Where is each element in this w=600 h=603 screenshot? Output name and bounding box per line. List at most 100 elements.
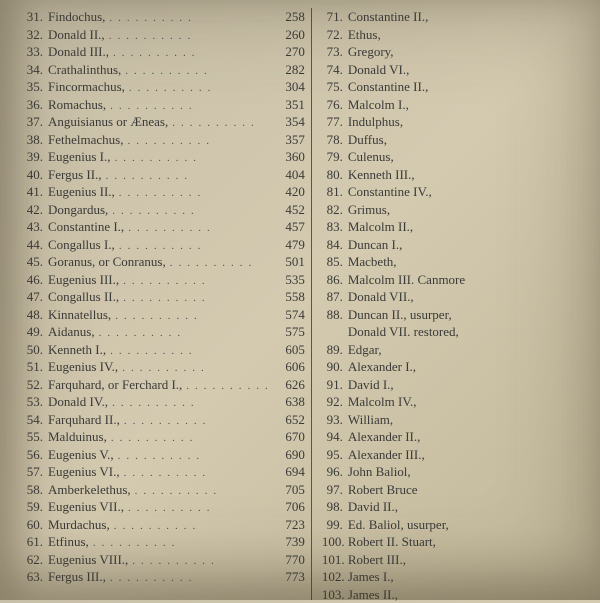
entry-year: 258: [273, 8, 307, 26]
list-entry: 59.Eugenius VII.,..........706: [22, 498, 307, 516]
entry-number: 46.: [22, 271, 48, 289]
entry-number: 48.: [22, 306, 48, 324]
entry-name: Eugenius VI.,: [48, 463, 120, 481]
entry-year: 270: [273, 43, 307, 61]
entry-name: Eugenius I.,: [48, 148, 110, 166]
entry-name: Duffus,: [348, 131, 387, 149]
entry-name: Ed. Baliol, usurper,: [348, 516, 449, 534]
list-entry: 83.Malcolm II.,: [322, 218, 594, 236]
entry-name: William,: [348, 411, 393, 429]
entry-name: Malcolm III. Canmore: [348, 271, 465, 289]
entry-year: 638: [273, 393, 307, 411]
list-entry: 82.Grimus,: [322, 201, 594, 219]
entry-name: Kinnatellus,: [48, 306, 111, 324]
list-entry: 44.Congallus I.,..........479: [22, 236, 307, 254]
entry-year: 574: [273, 306, 307, 324]
entry-name: Eugenius VIII.,: [48, 551, 128, 569]
list-entry: 88.Duncan II., usurper,: [322, 306, 594, 324]
entry-year: 479: [273, 236, 307, 254]
entry-number: 59.: [22, 498, 48, 516]
entry-name: Fethelmachus,: [48, 131, 123, 149]
entry-number: 93.: [322, 411, 348, 429]
entry-number: 84.: [322, 236, 348, 254]
list-entry: 53.Donald IV.,..........638: [22, 393, 307, 411]
entry-name: Murdachus,: [48, 516, 110, 534]
entry-name: Duncan II., usurper,: [348, 306, 452, 324]
entry-year: 558: [273, 288, 307, 306]
entry-name: Crathalinthus,: [48, 61, 121, 79]
list-entry: 56.Eugenius V.,..........690: [22, 446, 307, 464]
list-entry: 42.Dongardus,..........452: [22, 201, 307, 219]
entry-number: 99.: [322, 516, 348, 534]
entry-year: 690: [273, 446, 307, 464]
entry-name: Edgar,: [348, 341, 382, 359]
entry-name: Farquhard II.,: [48, 411, 120, 429]
entry-year: 626: [273, 376, 307, 394]
entry-name: Constantine II.,: [348, 78, 429, 96]
entry-number: 33.: [22, 43, 48, 61]
entry-name: Fergus II.,: [48, 166, 102, 184]
entry-number: 96.: [322, 463, 348, 481]
entry-number: 90.: [322, 358, 348, 376]
list-entry: 58.Amberkelethus,..........705: [22, 481, 307, 499]
entry-number: 60.: [22, 516, 48, 534]
entry-name: Malcolm IV.,: [348, 393, 417, 411]
entry-number: 103.: [322, 586, 348, 603]
entry-name: Amberkelethus,: [48, 481, 131, 499]
list-entry: 48.Kinnatellus,..........574: [22, 306, 307, 324]
entry-name: Duncan I.,: [348, 236, 403, 254]
list-entry: 35.Fincormachus,..........304: [22, 78, 307, 96]
entry-number: 61.: [22, 533, 48, 551]
entry-name: Eugenius IV.,: [48, 358, 118, 376]
entry-number: 73.: [322, 43, 348, 61]
entry-name: Fincormachus,: [48, 78, 125, 96]
list-entry: 38.Fethelmachus,..........357: [22, 131, 307, 149]
entry-name: Findochus,: [48, 8, 105, 26]
entry-number: 31.: [22, 8, 48, 26]
entry-name: Culenus,: [348, 148, 394, 166]
entry-name: James I.,: [348, 568, 394, 586]
entry-number: 44.: [22, 236, 48, 254]
entry-year: 575: [273, 323, 307, 341]
list-entry: Donald VII. restored,: [322, 323, 594, 341]
entry-name: Alexander III.,: [348, 446, 425, 464]
entry-number: 100.: [322, 533, 348, 551]
list-entry: 94.Alexander II.,: [322, 428, 594, 446]
entry-name: Indulphus,: [348, 113, 403, 131]
dot-leader: ..........: [106, 570, 273, 588]
entry-number: 52.: [22, 376, 48, 394]
list-entry: 76.Malcolm I.,: [322, 96, 594, 114]
entry-name: Donald III.,: [48, 43, 109, 61]
list-entry: 77.Indulphus,: [322, 113, 594, 131]
entry-year: 501: [273, 253, 307, 271]
right-column: 71.Constantine II.,72.Ethus,73.Gregory,7…: [312, 8, 596, 600]
list-entry: 63.Fergus III.,..........773: [22, 568, 307, 586]
entry-number: 79.: [322, 148, 348, 166]
entry-year: 354: [273, 113, 307, 131]
entry-number: 47.: [22, 288, 48, 306]
entry-name: Donald IV.,: [48, 393, 108, 411]
list-entry: 43.Constantine I.,..........457: [22, 218, 307, 236]
entry-name: Malcolm I.,: [348, 96, 409, 114]
entry-name: Alexander I.,: [348, 358, 416, 376]
entry-name: Robert II. Stuart,: [348, 533, 436, 551]
list-entry: 54.Farquhard II.,..........652: [22, 411, 307, 429]
list-entry: 60.Murdachus,..........723: [22, 516, 307, 534]
entry-number: 72.: [322, 26, 348, 44]
list-entry: 92.Malcolm IV.,: [322, 393, 594, 411]
list-entry: 103.James II.,: [322, 586, 594, 603]
entry-year: 739: [273, 533, 307, 551]
list-entry: 80.Kenneth III.,: [322, 166, 594, 184]
entry-year: 457: [273, 218, 307, 236]
entry-number: 53.: [22, 393, 48, 411]
list-entry: 85.Macbeth,: [322, 253, 594, 271]
entry-name: Ethus,: [348, 26, 381, 44]
list-entry: 86.Malcolm III. Canmore: [322, 271, 594, 289]
entry-number: 82.: [322, 201, 348, 219]
entry-number: 75.: [322, 78, 348, 96]
list-entry: 101.Robert III.,: [322, 551, 594, 569]
entry-number: 57.: [22, 463, 48, 481]
entry-name: Constantine II.,: [348, 8, 429, 26]
entry-number: 35.: [22, 78, 48, 96]
entry-name: Alexander II.,: [348, 428, 421, 446]
